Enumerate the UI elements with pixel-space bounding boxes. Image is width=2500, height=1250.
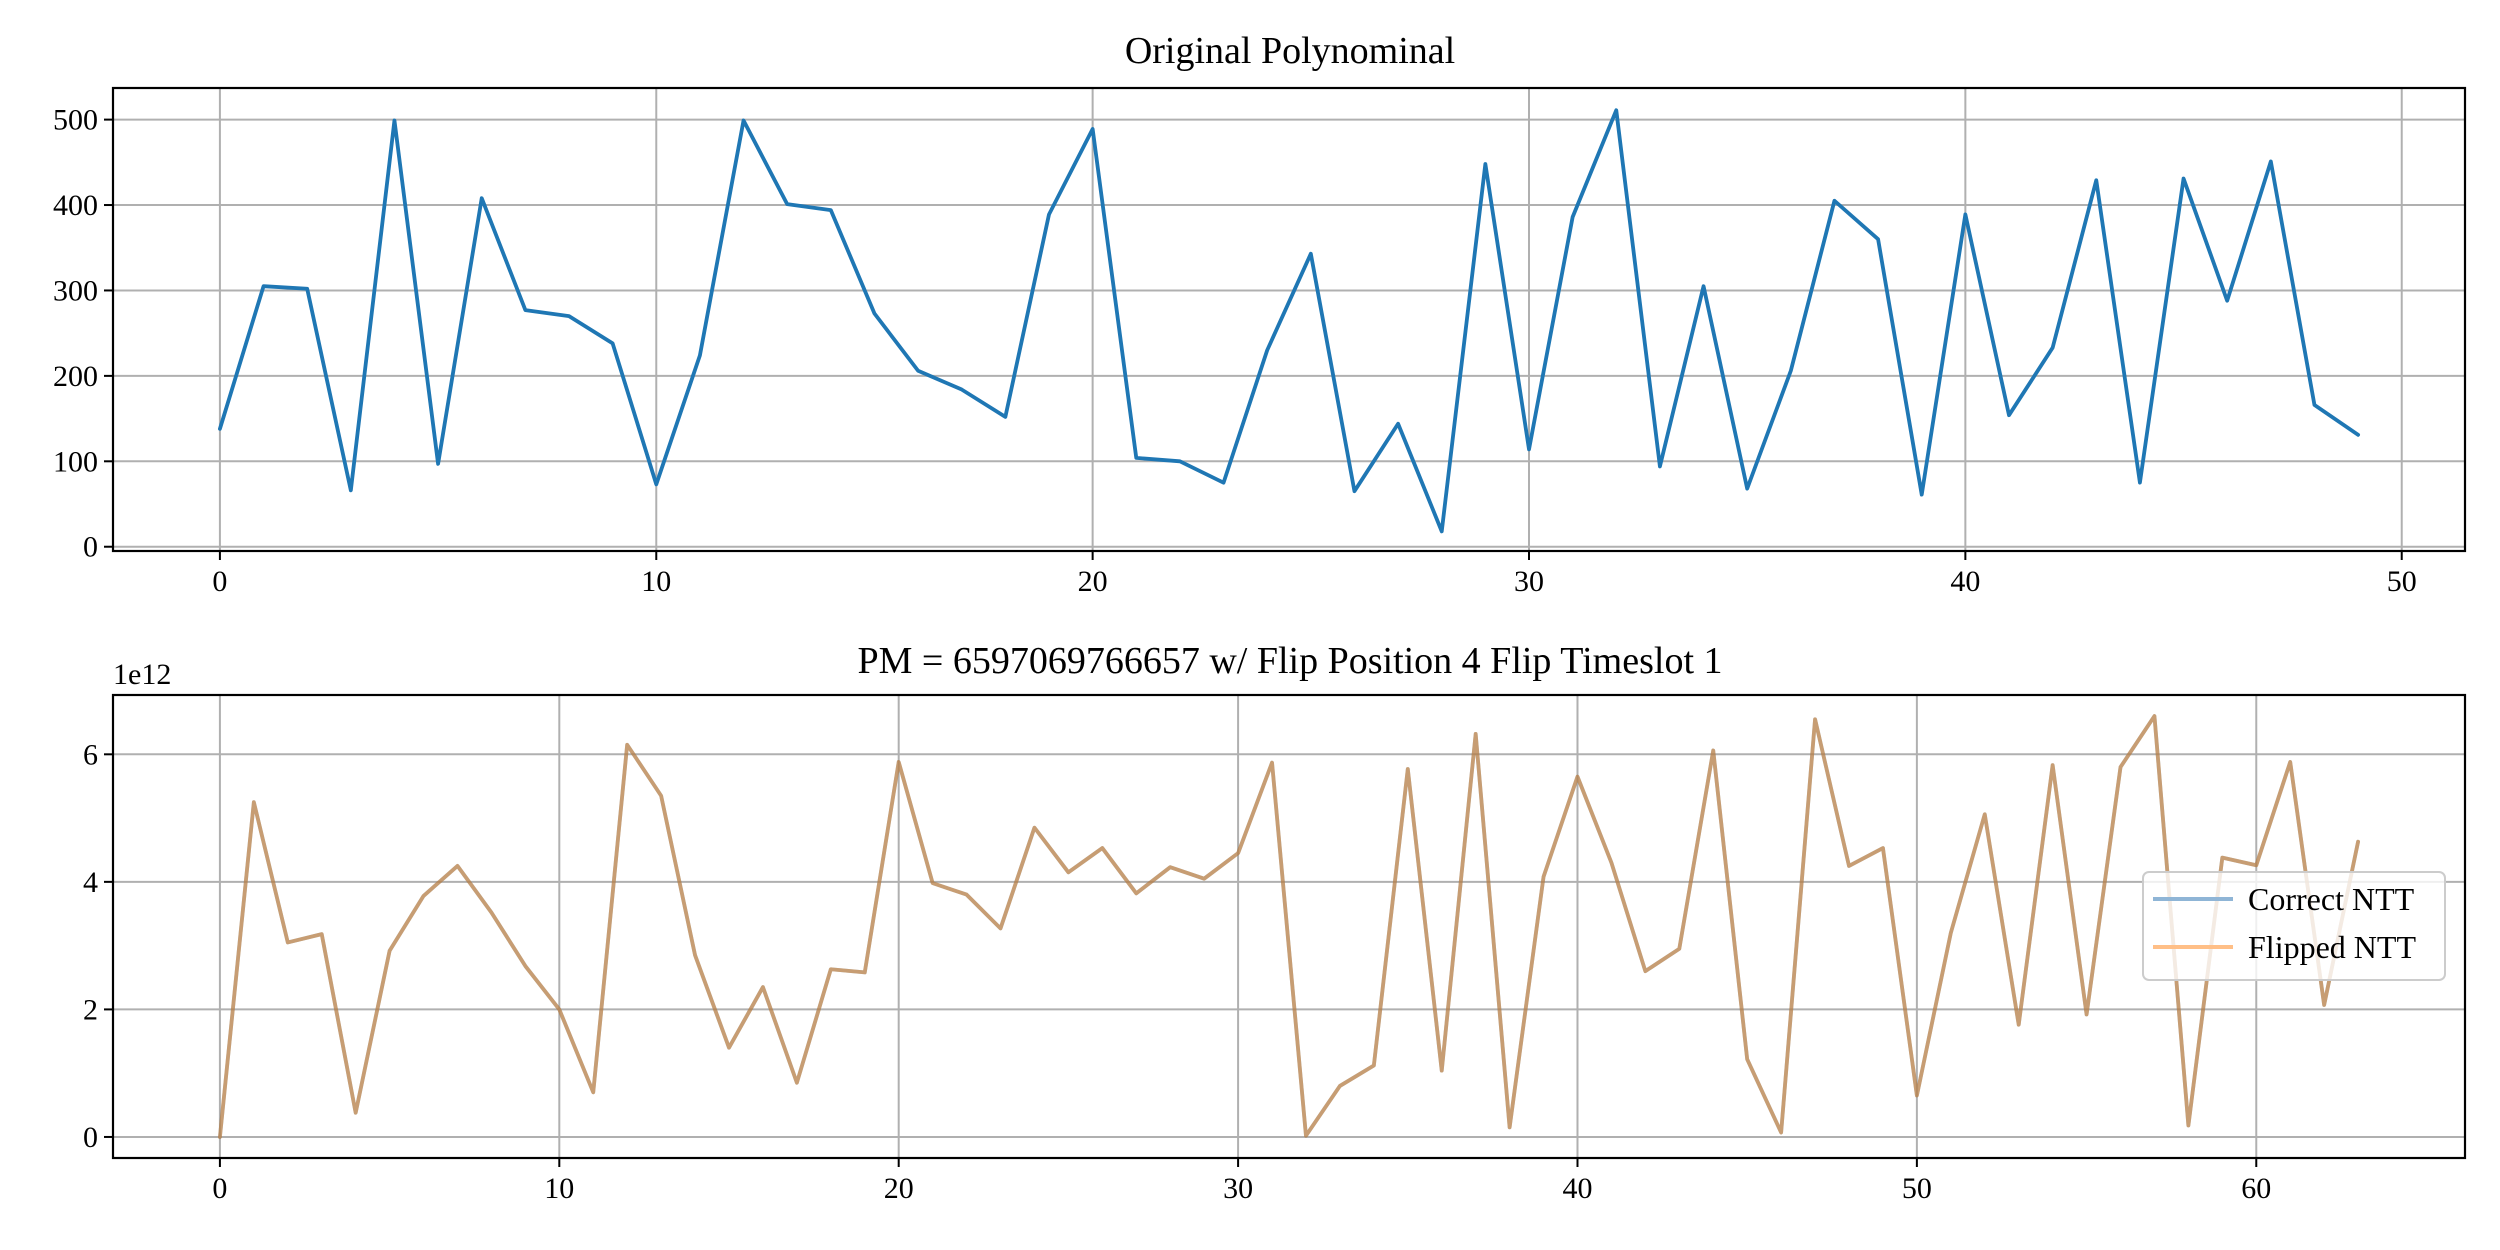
x-tick-label: 40 <box>1562 1172 1592 1205</box>
chart1-title: Original Polynominal <box>1125 30 1455 72</box>
x-tick-label: 0 <box>212 565 227 598</box>
y-tick-label: 4 <box>83 866 98 899</box>
x-tick-label: 40 <box>1950 565 1980 598</box>
legend-label-flipped-ntt: Flipped NTT <box>2248 929 2416 965</box>
x-tick-label: 20 <box>884 1172 914 1205</box>
chart2-series <box>218 714 2360 1139</box>
series-line-series <box>218 108 2360 534</box>
y-tick-label: 200 <box>53 360 98 393</box>
x-tick-label: 50 <box>1902 1172 1932 1205</box>
x-tick-label: 10 <box>641 565 671 598</box>
y-tick-label: 500 <box>53 104 98 137</box>
chart2-offset-label: 1e12 <box>113 658 171 691</box>
y-tick-label: 0 <box>83 531 98 564</box>
y-tick-label: 0 <box>83 1121 98 1154</box>
chart2-ticks: 0 10 20 30 40 50 60 0 2 4 6 <box>83 738 2271 1205</box>
chart2-axes-frame <box>111 693 2467 1160</box>
x-tick-label: 30 <box>1514 565 1544 598</box>
chart2-grid <box>113 695 2465 1158</box>
series-line-flipped-ntt <box>218 714 2360 1139</box>
x-tick-label: 20 <box>1078 565 1108 598</box>
chart-original-polynomial: Original Polynominal 0 10 20 30 40 5001002003… <box>53 30 2467 598</box>
chart1-axes-frame <box>111 86 2467 553</box>
x-tick-label: 0 <box>212 1172 227 1205</box>
y-tick-label: 100 <box>53 445 98 478</box>
chart-ntt: PM = 6597069766657 w/ Flip Position 4 Fl… <box>83 640 2467 1205</box>
chart2-legend: Correct NTT Flipped NTT <box>2142 871 2446 981</box>
y-tick-label: 6 <box>83 738 98 771</box>
y-tick-label: 2 <box>83 993 98 1026</box>
x-tick-label: 30 <box>1223 1172 1253 1205</box>
y-tick-label: 300 <box>53 274 98 307</box>
x-tick-label: 10 <box>544 1172 574 1205</box>
chart1-grid <box>113 88 2465 551</box>
x-tick-label: 50 <box>2387 565 2417 598</box>
y-tick-label: 400 <box>53 189 98 222</box>
x-tick-label: 60 <box>2241 1172 2271 1205</box>
chart2-title: PM = 6597069766657 w/ Flip Position 4 Fl… <box>857 640 1722 682</box>
legend-label-correct-ntt: Correct NTT <box>2248 881 2415 917</box>
chart1-series <box>218 108 2360 534</box>
